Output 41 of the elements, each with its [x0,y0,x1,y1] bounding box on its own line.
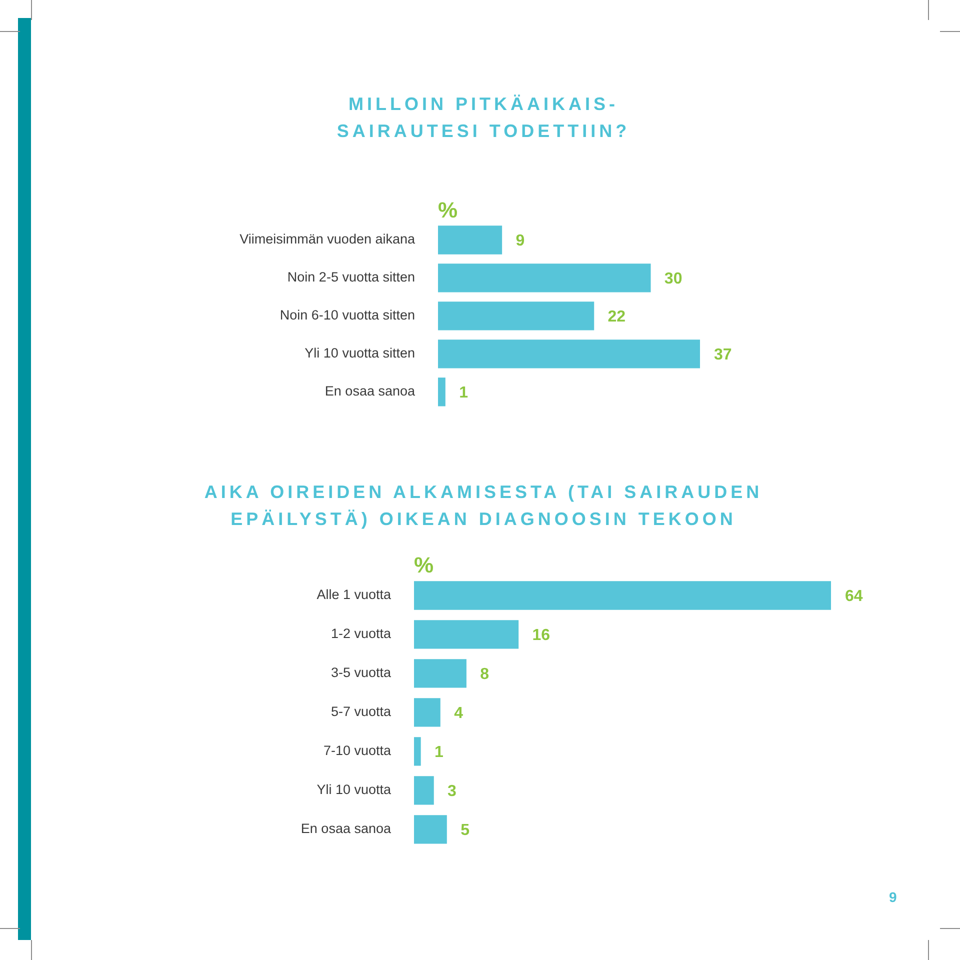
y-tick-label: Yli 10 vuotta [316,782,392,798]
bar [414,698,440,727]
data-label: 4 [454,704,464,722]
y-tick-label: Noin 2-5 vuotta sitten [287,270,415,285]
bar [414,737,421,766]
bar [438,264,651,292]
y-tick-label: En osaa sanoa [324,384,416,399]
y-tick-label: 1-2 vuotta [330,626,392,642]
data-label: 37 [714,346,732,364]
data-label: 1 [459,384,468,402]
data-label: 1 [434,744,444,761]
chart-title: MILLOIN PITKÄAIKAIS-SAIRAUTESI TODETTIIN? [336,93,632,143]
data-label: 30 [664,270,682,288]
y-tick-label: Viimeisimmän vuoden aikana [240,232,416,247]
y-tick-label: Yli 10 vuotta sitten [304,346,415,361]
data-label: 3 [448,782,457,800]
y-tick-label: En osaa sanoa [300,821,392,836]
bar [438,302,594,330]
x-axis-title: % [438,197,458,222]
bar [438,226,502,254]
y-tick-label: Noin 6-10 vuotta sitten [280,308,415,323]
data-label: 9 [516,232,525,250]
bar [414,659,466,688]
y-tick-label: 7-10 vuotta [323,743,392,758]
x-axis-title: % [414,552,434,578]
data-label: 5 [460,822,470,839]
bar [438,340,700,368]
data-label: 8 [480,666,490,683]
data-label: 16 [532,626,550,644]
bar [414,581,831,610]
bar [438,378,446,406]
chart-title: AIKA OIREIDEN ALKAMISESTA (TAI SAIRAUDEN EPÄILYSTÄ) OIKEAN DIAGNOOSIN TEKOON [203,481,764,531]
text: 9 [889,888,897,906]
bar [414,776,434,805]
y-tick-label: 5-7 vuotta [330,704,392,720]
bar [414,620,519,649]
data-label: 64 [845,588,863,605]
data-label: 22 [608,308,626,326]
bar [414,815,447,844]
y-tick-label: Alle 1 vuotta [316,587,392,602]
y-tick-label: 3-5 vuotta [330,665,392,680]
